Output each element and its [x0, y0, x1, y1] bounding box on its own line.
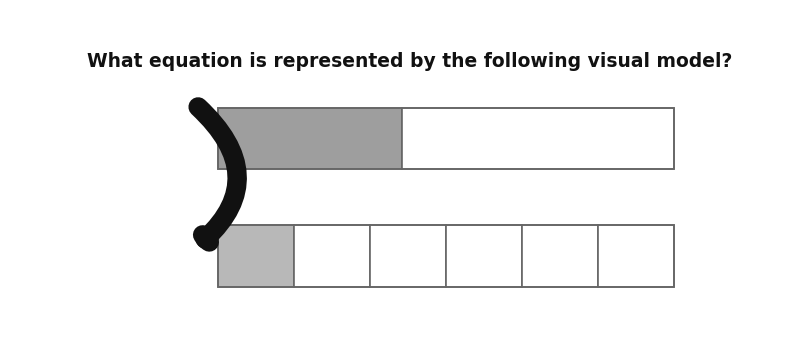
- Bar: [218, 225, 674, 287]
- Bar: [294, 225, 370, 287]
- Text: What equation is represented by the following visual model?: What equation is represented by the foll…: [87, 52, 733, 71]
- Bar: [370, 225, 446, 287]
- Bar: [598, 225, 674, 287]
- Bar: [522, 225, 598, 287]
- Bar: [446, 225, 522, 287]
- Bar: [218, 108, 674, 169]
- Bar: [218, 225, 294, 287]
- Bar: [402, 108, 674, 169]
- Bar: [218, 108, 402, 169]
